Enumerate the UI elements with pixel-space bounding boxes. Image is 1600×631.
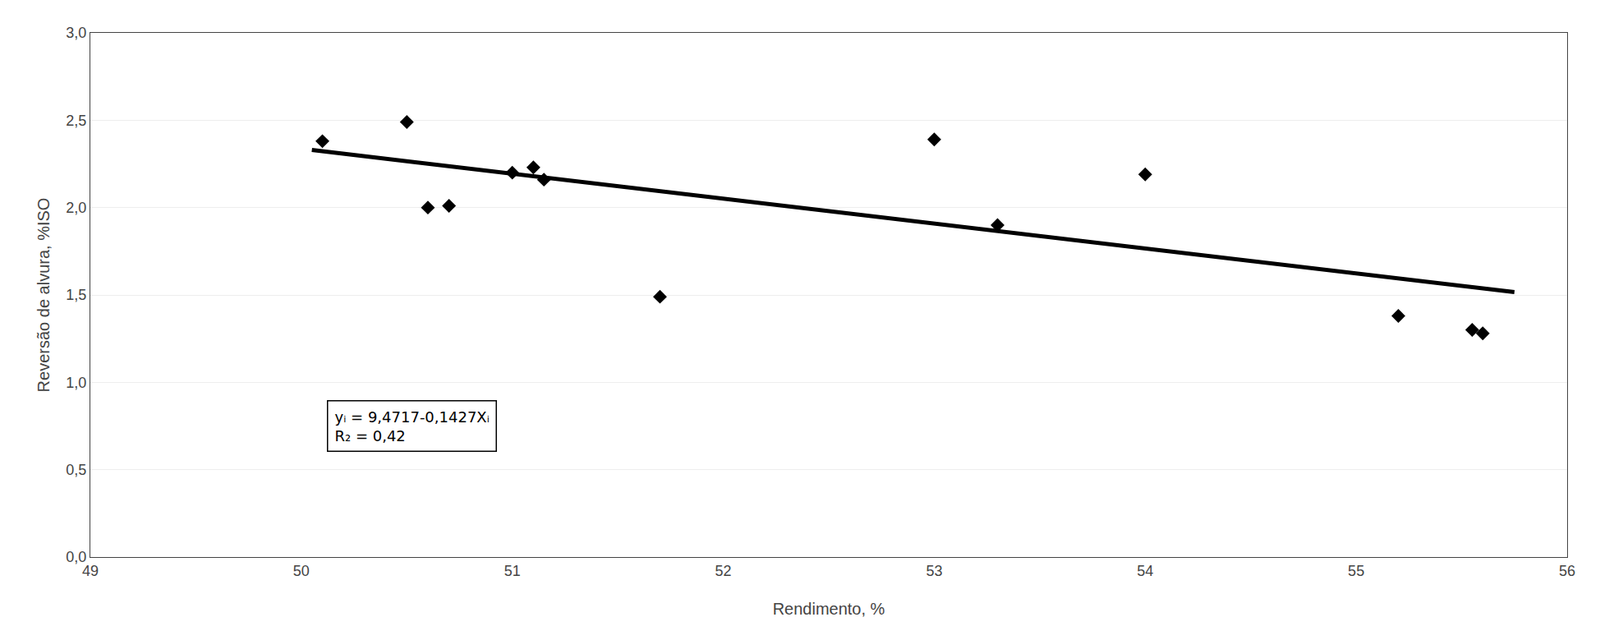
svg-text:3,0: 3,0 [65, 24, 87, 42]
svg-text:yᵢ = 9,4717-0,1427XᵢR₂ = 0,42: yᵢ = 9,4717-0,1427XᵢR₂ = 0,42 [335, 408, 490, 445]
svg-text:51: 51 [504, 562, 521, 580]
svg-text:2,5: 2,5 [65, 112, 87, 129]
svg-text:0,5: 0,5 [65, 461, 87, 479]
svg-text:49: 49 [82, 562, 99, 580]
svg-text:Rendimento, %: Rendimento, % [772, 599, 886, 618]
svg-text:54: 54 [1136, 562, 1154, 580]
svg-text:1,0: 1,0 [65, 374, 87, 391]
svg-text:56: 56 [1558, 562, 1576, 580]
svg-text:50: 50 [293, 562, 310, 580]
svg-text:52: 52 [715, 562, 732, 580]
svg-text:1,5: 1,5 [65, 286, 87, 304]
svg-text:Reversão de alvura, %ISO: Reversão de alvura, %ISO [34, 197, 53, 393]
svg-text:55: 55 [1347, 562, 1365, 580]
svg-text:0,0: 0,0 [65, 548, 87, 566]
svg-text:53: 53 [925, 562, 943, 580]
svg-text:2,0: 2,0 [65, 199, 87, 217]
